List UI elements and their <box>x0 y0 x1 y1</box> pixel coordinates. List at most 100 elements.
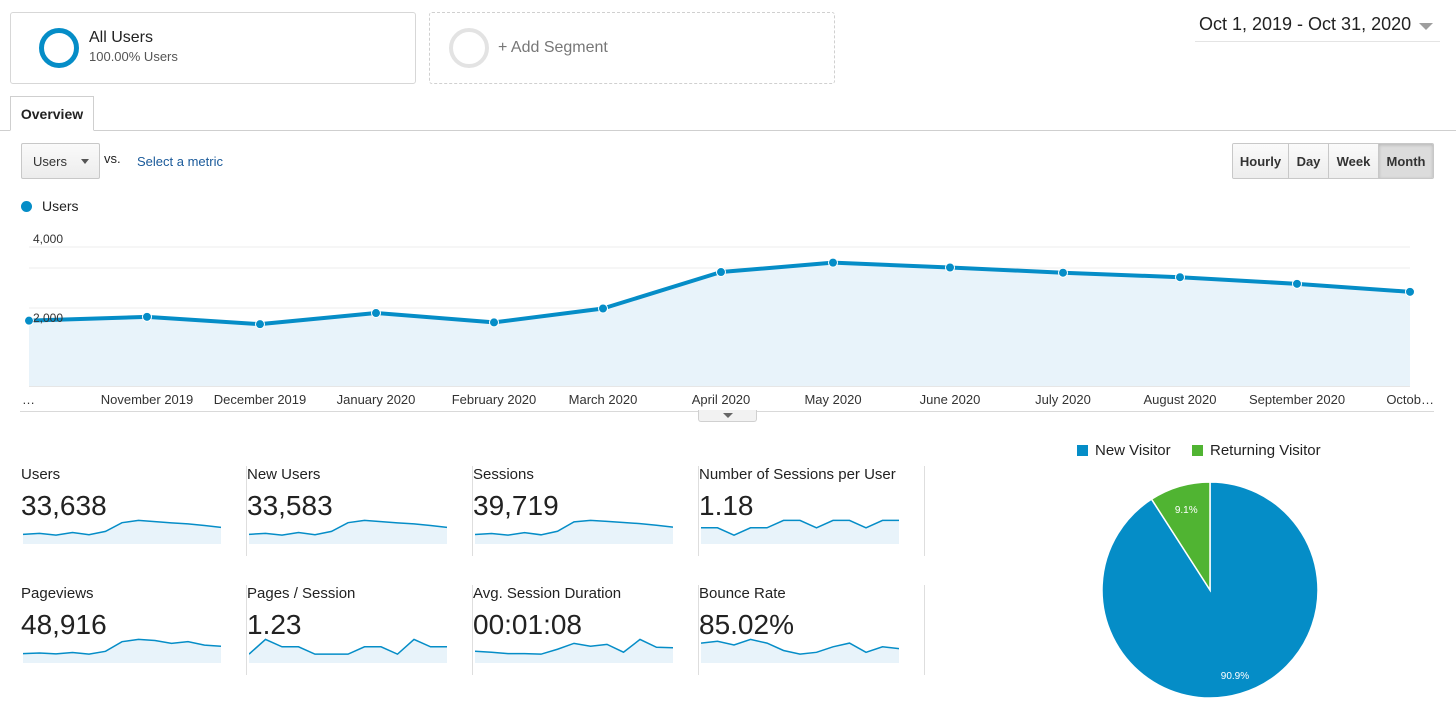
x-tick-label: August 2020 <box>1143 392 1216 407</box>
kpi-value: 85.02% <box>699 609 794 640</box>
x-tick-label: March 2020 <box>569 392 638 407</box>
x-tick-label: September 2020 <box>1249 392 1345 407</box>
segment-all-users[interactable]: All Users 100.00% Users <box>10 12 416 84</box>
pie-slice[interactable] <box>1150 481 1211 593</box>
users-data-point[interactable] <box>142 311 152 322</box>
kpi-tile[interactable]: Bounce Rate 85.02% <box>699 585 925 675</box>
granularity-hourly-button[interactable]: Hourly <box>1233 144 1289 178</box>
kpi-tile[interactable]: Sessions 39,719 <box>473 466 699 556</box>
users-data-point[interactable] <box>255 319 265 330</box>
kpi-tile[interactable]: Avg. Session Duration 00:01:08 <box>473 585 699 675</box>
segment-ring-icon <box>39 28 79 68</box>
visitor-type-pie-chart: 90.9% 9.1% <box>1101 481 1319 699</box>
tab-bar-divider <box>0 130 1456 131</box>
sparkline-area <box>475 520 673 544</box>
kpi-label: Avg. Session Duration <box>473 585 622 602</box>
sparkline-area <box>701 520 899 544</box>
x-tick-label: November 2019 <box>101 392 194 407</box>
x-tick-label: February 2020 <box>452 392 537 407</box>
add-segment-button[interactable]: + Add Segment <box>429 12 835 84</box>
users-data-point[interactable] <box>945 262 955 273</box>
kpi-tile[interactable]: Pageviews 48,916 <box>21 585 247 675</box>
kpi-value: 1.18 <box>699 490 754 521</box>
kpi-label: Bounce Rate <box>699 585 786 602</box>
kpi-divider <box>246 585 247 675</box>
users-data-point[interactable] <box>1175 272 1185 283</box>
users-data-point[interactable] <box>598 303 608 314</box>
select-metric-link[interactable]: Select a metric <box>137 154 223 169</box>
kpi-label: Pageviews <box>21 585 94 602</box>
kpi-label: Sessions <box>473 466 534 483</box>
granularity-week-button[interactable]: Week <box>1329 144 1379 178</box>
pie-slice-label: 9.1% <box>1175 505 1198 516</box>
returning-visitor-swatch <box>1192 445 1203 456</box>
sparkline-line <box>475 519 673 536</box>
x-tick-label: May 2020 <box>804 392 861 407</box>
sparkline-line <box>249 519 447 536</box>
metric-dropdown[interactable]: Users <box>21 143 100 179</box>
x-tick-label: December 2019 <box>214 392 307 407</box>
kpi-tile[interactable]: Number of Sessions per User 1.18 <box>699 466 925 556</box>
users-line-chart: 4,000 2,000 … November 2019 December 2019 Jan… <box>22 232 1434 407</box>
kpi-label: New Users <box>247 466 321 483</box>
x-tick-label: … <box>22 392 35 407</box>
sparkline-area <box>249 639 447 663</box>
sparkline-area <box>249 520 447 544</box>
users-data-point[interactable] <box>489 317 499 328</box>
sparkline-line <box>701 519 899 536</box>
pie-legend-returning-visitor[interactable]: Returning Visitor <box>1192 442 1321 459</box>
pie-slice-label: 90.9% <box>1221 671 1249 682</box>
kpi-value: 1.23 <box>247 609 302 640</box>
vs-label: vs. <box>104 151 121 166</box>
kpi-tile[interactable]: Pages / Session 1.23 <box>247 585 473 675</box>
kpi-label: Number of Sessions per User <box>699 466 896 483</box>
kpi-sparkline <box>701 638 899 663</box>
metric-dropdown-value: Users <box>33 153 67 169</box>
x-tick-label: July 2020 <box>1035 392 1091 407</box>
users-data-point[interactable] <box>24 315 34 326</box>
sparkline-area <box>701 639 899 663</box>
kpi-sparkline <box>701 519 899 544</box>
sparkline-line <box>23 638 221 655</box>
users-legend-marker <box>21 201 32 212</box>
kpi-sparkline <box>475 638 673 663</box>
kpi-label: Pages / Session <box>247 585 356 602</box>
kpi-sparkline <box>475 519 673 544</box>
new-visitor-label: New Visitor <box>1095 442 1171 459</box>
tab-overview[interactable]: Overview <box>10 96 94 131</box>
kpi-sparkline <box>23 519 221 544</box>
chart-expand-handle[interactable] <box>698 410 757 422</box>
kpi-value: 00:01:08 <box>473 609 582 640</box>
kpi-divider <box>924 585 925 675</box>
granularity-month-button[interactable]: Month <box>1379 144 1433 178</box>
kpi-sparkline <box>249 638 447 663</box>
kpi-sparkline <box>249 519 447 544</box>
sparkline-line <box>249 638 447 656</box>
chevron-down-icon <box>1419 23 1434 30</box>
date-range-picker[interactable]: Oct 1, 2019 - Oct 31, 2020 <box>1195 14 1440 42</box>
kpi-divider <box>472 585 473 675</box>
sparkline-area <box>23 639 221 663</box>
users-data-point[interactable] <box>371 308 381 319</box>
granularity-day-button[interactable]: Day <box>1289 144 1329 178</box>
users-data-point[interactable] <box>1292 278 1302 289</box>
users-data-point[interactable] <box>716 267 726 278</box>
sparkline-line <box>701 638 899 655</box>
add-segment-label: + Add Segment <box>498 39 608 56</box>
users-data-point[interactable] <box>1405 286 1415 297</box>
granularity-toggle: Hourly Day Week Month <box>1232 143 1434 179</box>
users-data-point[interactable] <box>828 257 838 268</box>
kpi-value: 39,719 <box>473 490 559 521</box>
kpi-sparkline <box>23 638 221 663</box>
pie-legend-new-visitor[interactable]: New Visitor <box>1077 442 1171 459</box>
kpi-divider <box>924 466 925 556</box>
segment-title: All Users <box>89 28 154 46</box>
chevron-down-icon <box>80 158 89 164</box>
sparkline-line <box>23 519 221 536</box>
users-legend-label: Users <box>42 198 79 214</box>
kpi-value: 33,638 <box>21 490 107 521</box>
users-data-point[interactable] <box>1058 267 1068 278</box>
kpi-tile[interactable]: Users 33,638 <box>21 466 247 556</box>
kpi-tile[interactable]: New Users 33,583 <box>247 466 473 556</box>
empty-segment-ring-icon <box>449 28 489 68</box>
